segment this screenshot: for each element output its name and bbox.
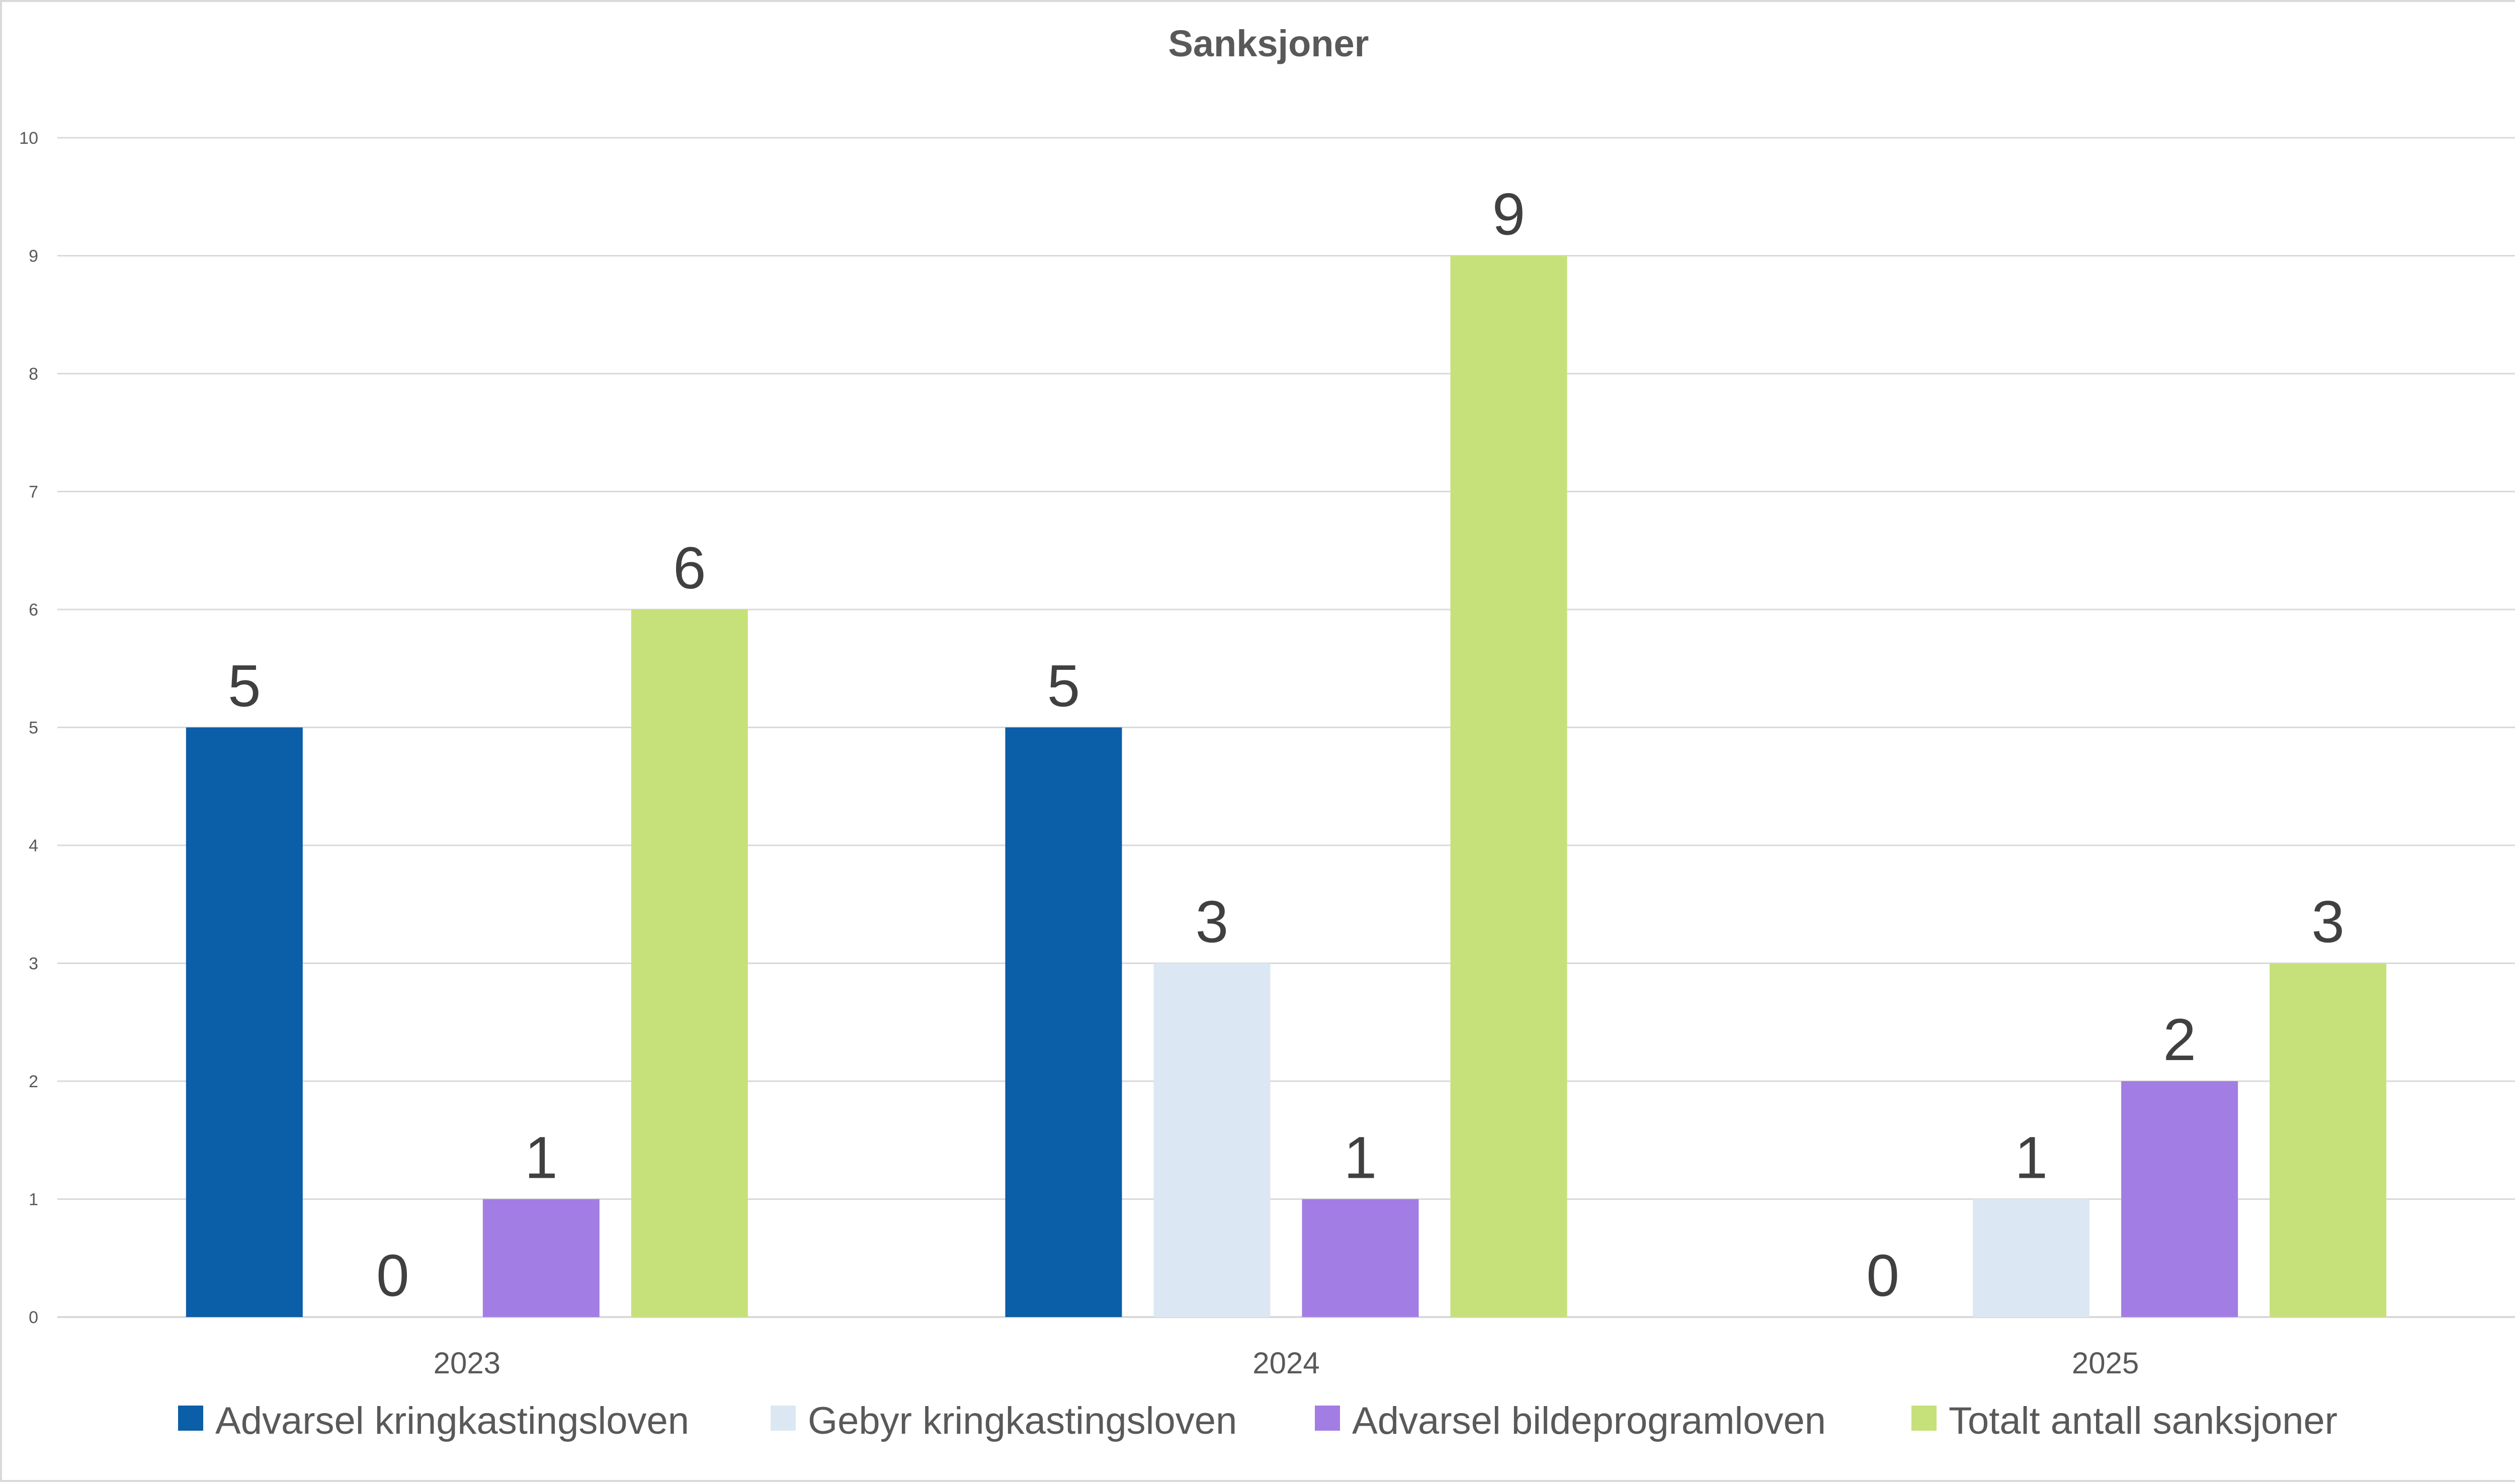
legend-label: Advarsel kringkastingsloven bbox=[215, 1400, 689, 1442]
data-label: 6 bbox=[673, 535, 706, 601]
x-tick-label: 2023 bbox=[434, 1346, 500, 1380]
bar bbox=[631, 609, 748, 1317]
legend-swatch bbox=[771, 1406, 796, 1431]
data-label: 3 bbox=[1196, 889, 1229, 955]
legend-label: Advarsel bildeprogramloven bbox=[1352, 1400, 1826, 1442]
bar bbox=[1973, 1199, 2090, 1317]
legend-label: Gebyr kringkastingsloven bbox=[808, 1400, 1237, 1442]
bar bbox=[1450, 255, 1567, 1317]
y-tick-label: 6 bbox=[29, 600, 38, 620]
legend-label: Totalt antall sanksjoner bbox=[1949, 1400, 2337, 1442]
y-axis-tick-labels: 0 1 2 3 4 5 6 7 8 9 10 bbox=[19, 129, 38, 1327]
data-label: 1 bbox=[1344, 1125, 1377, 1191]
legend-swatch bbox=[178, 1406, 203, 1431]
data-label: 1 bbox=[525, 1125, 558, 1191]
data-label: 5 bbox=[1047, 653, 1080, 720]
bar bbox=[1005, 727, 1122, 1317]
bar bbox=[1153, 963, 1271, 1317]
y-tick-label: 3 bbox=[29, 954, 38, 974]
y-tick-label: 10 bbox=[19, 129, 38, 148]
data-label: 0 bbox=[1866, 1243, 1899, 1309]
y-tick-label: 9 bbox=[29, 247, 38, 266]
data-labels: 5 0 1 6 5 3 1 9 0 1 2 3 bbox=[228, 182, 2344, 1310]
bar bbox=[482, 1199, 600, 1317]
x-tick-label: 2024 bbox=[1252, 1346, 1319, 1380]
bars bbox=[186, 255, 2387, 1317]
bar bbox=[186, 727, 303, 1317]
y-tick-label: 4 bbox=[29, 836, 38, 855]
y-tick-label: 0 bbox=[29, 1308, 38, 1327]
x-axis-tick-labels: 2023 2024 2025 bbox=[434, 1346, 2139, 1380]
y-tick-label: 7 bbox=[29, 483, 38, 502]
chart-title: Sanksjoner bbox=[1168, 23, 1369, 64]
y-tick-label: 2 bbox=[29, 1072, 38, 1091]
data-label: 9 bbox=[1492, 182, 1526, 248]
y-tick-label: 5 bbox=[29, 719, 38, 738]
bar bbox=[2121, 1081, 2238, 1317]
legend: Advarsel kringkastingsloven Gebyr kringka… bbox=[178, 1400, 2337, 1442]
data-label: 0 bbox=[376, 1243, 409, 1309]
gridlines bbox=[57, 137, 2515, 1318]
data-label: 2 bbox=[2163, 1007, 2196, 1073]
bar bbox=[1302, 1199, 1419, 1317]
legend-swatch bbox=[1315, 1406, 1340, 1431]
data-label: 5 bbox=[228, 653, 261, 720]
y-tick-label: 1 bbox=[29, 1190, 38, 1209]
bar bbox=[2270, 963, 2387, 1317]
legend-swatch bbox=[1911, 1406, 1937, 1431]
y-tick-label: 8 bbox=[29, 365, 38, 384]
data-label: 3 bbox=[2311, 889, 2344, 955]
x-tick-label: 2025 bbox=[2072, 1346, 2139, 1380]
data-label: 1 bbox=[2015, 1125, 2048, 1191]
